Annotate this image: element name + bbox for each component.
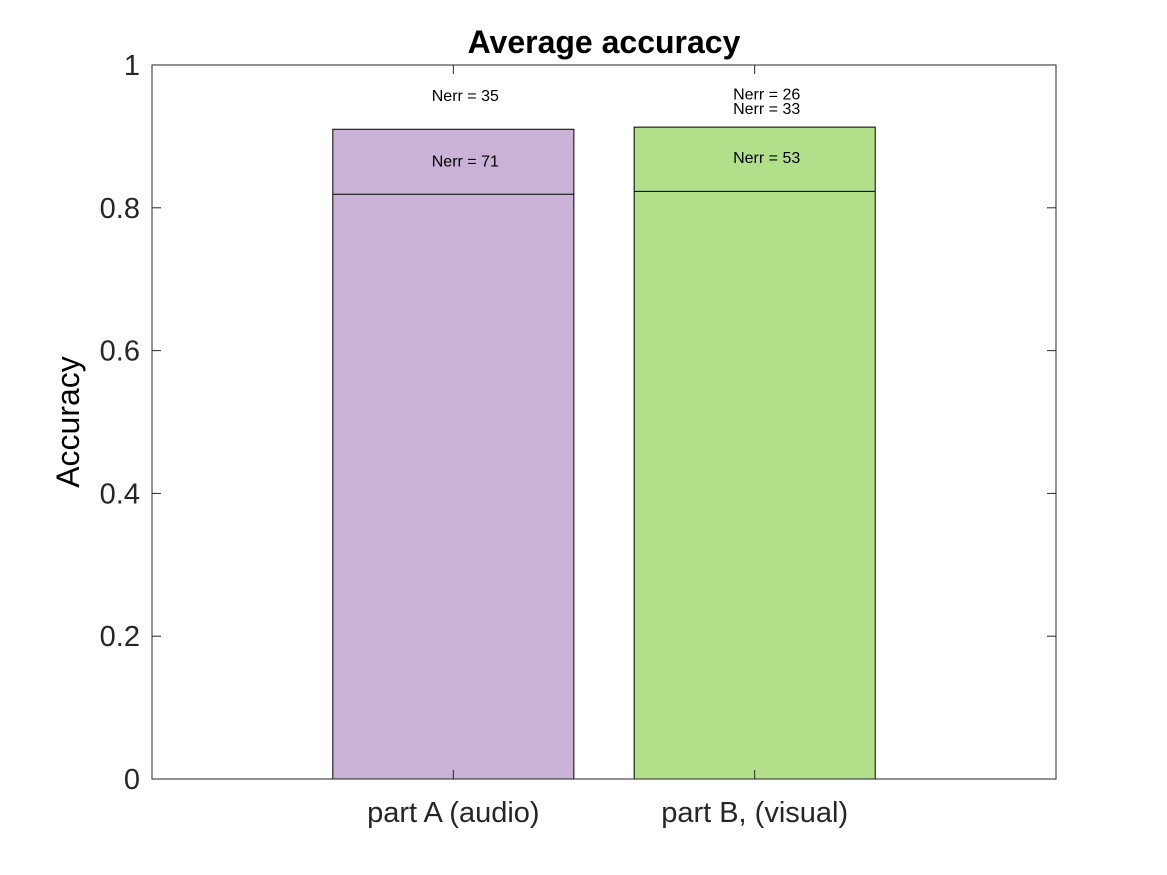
y-tick-label: 0.6 [100, 336, 140, 368]
y-axis-label: Accuracy [50, 356, 86, 488]
axes-box [151, 64, 1057, 780]
bar [332, 128, 575, 780]
y-tick-label: 0.2 [100, 621, 140, 653]
bar [633, 126, 876, 780]
data-annotation: Nerr = 35 [432, 88, 499, 105]
data-annotation: Nerr = 33 [733, 101, 800, 118]
x-tick-label: part A (audio) [367, 797, 540, 829]
y-tick-label: 0 [124, 764, 140, 796]
y-tick-label: 1 [124, 50, 140, 82]
y-tick-label: 0.4 [100, 478, 140, 510]
chart-title: Average accuracy [468, 24, 741, 60]
data-annotation: Nerr = 71 [432, 154, 499, 171]
x-tick-label: part B, (visual) [661, 797, 848, 829]
data-annotation: Nerr = 53 [733, 150, 800, 167]
y-tick-label: 0.8 [100, 193, 140, 225]
data-annotation: Nerr = 26 [733, 87, 800, 104]
